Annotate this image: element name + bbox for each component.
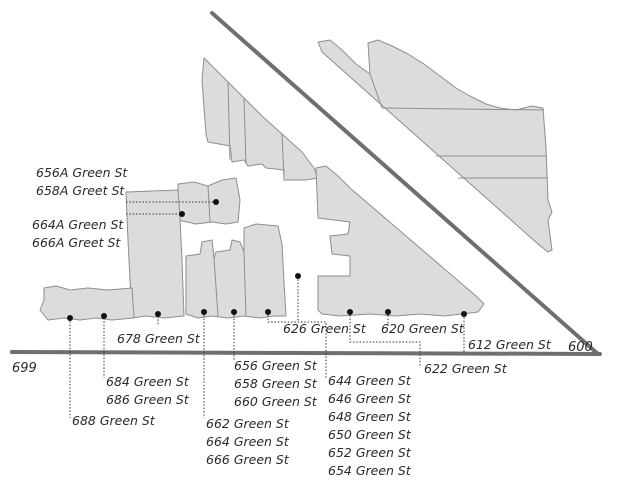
parcel-division-8 xyxy=(207,185,211,223)
address-label-664a: 664A Green St xyxy=(32,217,124,232)
green-street-line xyxy=(10,350,602,356)
address-label-626: 626 Green St xyxy=(283,321,367,336)
parcel-division-7 xyxy=(281,133,285,179)
address-label-666: 666 Green St xyxy=(206,452,290,467)
address-label-662: 662 Green St xyxy=(206,416,290,431)
address-label-678: 678 Green St xyxy=(117,331,201,346)
parcel-678 xyxy=(125,189,185,319)
address-label-646: 646 Green St xyxy=(328,391,412,406)
address-markers xyxy=(67,199,467,321)
parcel-division-9 xyxy=(213,257,219,317)
address-label-658a: 658A Greet St xyxy=(36,183,125,198)
parcel-division-6 xyxy=(243,97,247,165)
address-label-686: 686 Green St xyxy=(106,392,190,407)
address-label-648: 648 Green St xyxy=(328,409,412,424)
diagonal-street-line xyxy=(210,11,600,356)
parcel-division-2 xyxy=(381,107,545,111)
street-number-east: 600 xyxy=(568,340,593,355)
address-label-656a: 656A Green St xyxy=(36,165,128,180)
address-label-620: 620 Green St xyxy=(381,321,465,336)
address-label-654: 654 Green St xyxy=(328,463,412,478)
address-label-666a: 666A Greet St xyxy=(32,235,121,250)
address-label-684: 684 Green St xyxy=(106,374,190,389)
parcel-lower-right-block xyxy=(315,165,485,317)
address-label-658: 658 Green St xyxy=(234,376,318,391)
address-label-664: 664 Green St xyxy=(206,434,290,449)
address-label-650: 650 Green St xyxy=(328,427,412,442)
address-label-656: 656 Green St xyxy=(234,358,318,373)
address-label-688: 688 Green St xyxy=(72,413,156,428)
address-label-652: 652 Green St xyxy=(328,445,412,460)
street-number-west: 699 xyxy=(12,361,37,376)
parcel-division-5 xyxy=(227,81,231,161)
parcel-division-1 xyxy=(369,73,383,109)
parcel-division-10 xyxy=(243,251,247,317)
parcel-upper-left-strip xyxy=(201,57,319,181)
parcel-662-666 xyxy=(185,223,287,319)
address-label-644: 644 Green St xyxy=(328,373,412,388)
parcel-684-688 xyxy=(39,285,135,321)
leader-lines xyxy=(69,201,465,418)
address-label-660: 660 Green St xyxy=(234,394,318,409)
address-label-612: 612 Green St xyxy=(468,337,552,352)
address-label-622: 622 Green St xyxy=(424,361,508,376)
